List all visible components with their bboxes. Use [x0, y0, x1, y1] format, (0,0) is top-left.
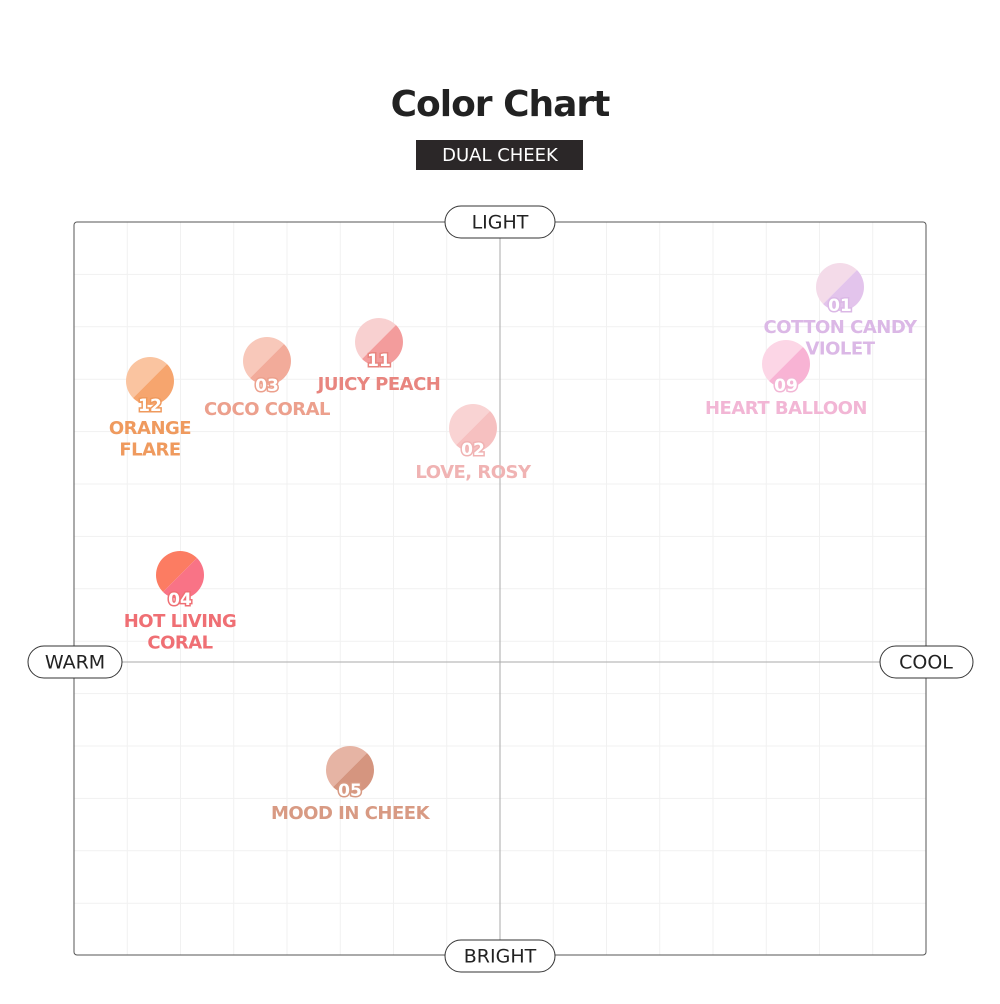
- swatch-number: 02: [461, 440, 485, 460]
- swatch-number: 04: [168, 590, 192, 610]
- swatch-item: 03 COCO CORAL: [204, 337, 331, 420]
- swatch-number: 11: [367, 351, 391, 371]
- swatch-half: [250, 344, 291, 385]
- swatch-half: [163, 558, 205, 599]
- swatch-half: [155, 551, 197, 592]
- swatch-name: VIOLET: [806, 339, 876, 360]
- swatch-half: [333, 753, 374, 794]
- swatch-name: HOT LIVING: [124, 611, 237, 632]
- swatch-number: 01: [828, 296, 852, 316]
- swatch-name: FLARE: [119, 440, 180, 461]
- swatch-number: 05: [338, 781, 362, 801]
- swatch-number: 09: [774, 376, 798, 396]
- swatch-half: [762, 340, 803, 381]
- swatch-half: [243, 337, 284, 378]
- subtitle-box: [416, 140, 583, 170]
- axis-label-left: WARM: [45, 652, 105, 674]
- swatch-half: [362, 325, 403, 366]
- swatch-name: COCO CORAL: [204, 399, 330, 420]
- swatch-number: 12: [138, 396, 162, 416]
- swatch-half: [816, 263, 857, 304]
- axis-label-top: LIGHT: [472, 212, 529, 234]
- swatch-name: MOOD IN CHEEK: [271, 803, 431, 824]
- swatch-name: JUICY PEACH: [316, 374, 441, 395]
- swatch-number: 03: [255, 376, 279, 396]
- swatch-half: [126, 357, 167, 398]
- swatch-name: LOVE, ROSY: [415, 462, 532, 483]
- swatch-item: 11 JUICY PEACH: [316, 318, 441, 395]
- axis-label-right: COOL: [899, 652, 953, 674]
- swatch-half: [769, 347, 811, 389]
- pill: [879, 645, 974, 679]
- swatch-half: [355, 318, 396, 359]
- swatch-name: COTTON CANDY: [764, 317, 918, 338]
- title: Color Chart: [391, 84, 611, 125]
- swatch-half: [823, 270, 865, 311]
- swatch-name: CORAL: [147, 633, 212, 654]
- swatch-half: [456, 411, 497, 452]
- swatch-half: [133, 364, 174, 405]
- swatch-name: HEART BALLOON: [705, 398, 867, 419]
- swatch-half: [326, 746, 367, 787]
- pill: [27, 645, 123, 679]
- pill: [444, 939, 556, 973]
- swatch-half: [449, 404, 490, 445]
- pill: [444, 205, 556, 239]
- subtitle: DUAL CHEEK: [442, 145, 559, 166]
- swatch-name: ORANGE: [109, 418, 191, 439]
- axis-label-bottom: BRIGHT: [464, 946, 537, 968]
